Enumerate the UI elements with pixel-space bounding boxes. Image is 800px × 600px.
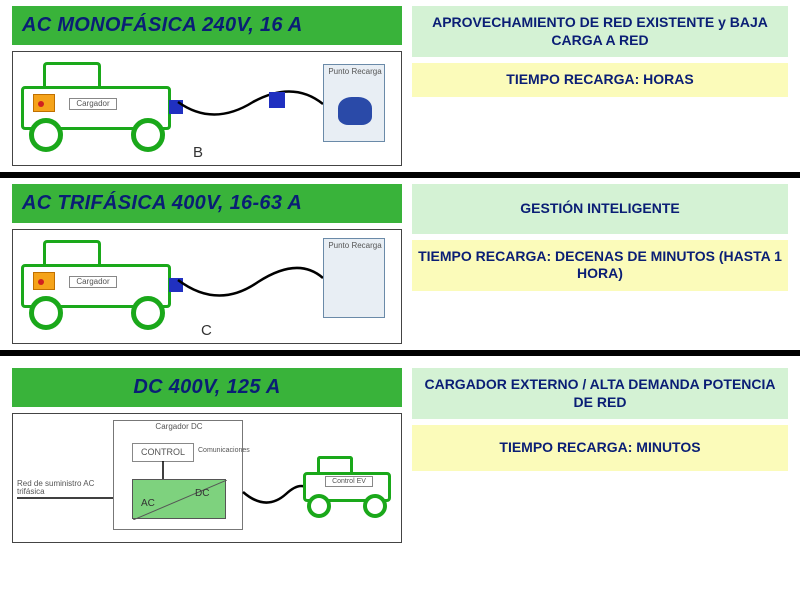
- diagram-letter-1: B: [193, 144, 203, 161]
- control-box: CONTROL: [132, 443, 194, 462]
- section-ac-mono: AC MONOFÁSICA 240V, 16 A Cargador: [0, 0, 800, 166]
- right-col-1: APROVECHAMIENTO DE RED EXISTENTE y BAJA …: [402, 6, 788, 166]
- desc-yellow-1: TIEMPO RECARGA: HORAS: [412, 63, 788, 97]
- dc-label: DC: [195, 488, 209, 499]
- desc-green-3: CARGADOR EXTERNO / ALTA DEMANDA POTENCIA…: [412, 368, 788, 419]
- left-col-1: AC MONOFÁSICA 240V, 16 A Cargador: [12, 6, 402, 166]
- left-col-2: AC TRIFÁSICA 400V, 16-63 A Cargador Punt: [12, 184, 402, 344]
- title-bar-1: AC MONOFÁSICA 240V, 16 A: [12, 6, 402, 45]
- title-bar-3: DC 400V, 125 A: [12, 368, 402, 407]
- cable-icon-2: [173, 260, 333, 320]
- station-2: Punto Recarga: [323, 238, 385, 318]
- charger-label-1: Cargador: [69, 98, 117, 110]
- cable-icon-1: [173, 82, 333, 142]
- title-bar-2: AC TRIFÁSICA 400V, 16-63 A: [12, 184, 402, 223]
- right-col-2: GESTIÓN INTELIGENTE TIEMPO RECARGA: DECE…: [402, 184, 788, 344]
- diagram-1: Cargador Punto Recarga B: [12, 51, 402, 166]
- desc-yellow-3: TIEMPO RECARGA: MINUTOS: [412, 425, 788, 471]
- charger-label-2: Cargador: [69, 276, 117, 288]
- diagram-3: Cargador DC CONTROL Comunicaciones AC DC: [12, 413, 402, 543]
- left-col-3: DC 400V, 125 A Cargador DC CONTROL Comun…: [12, 368, 402, 543]
- section-dc: DC 400V, 125 A Cargador DC CONTROL Comun…: [0, 356, 800, 543]
- station-label-2: Punto Recarga: [328, 242, 382, 250]
- plug-icon: [269, 92, 285, 108]
- diagram-letter-2: C: [201, 322, 212, 339]
- station-1: Punto Recarga: [323, 64, 385, 142]
- desc-green-1: APROVECHAMIENTO DE RED EXISTENTE y BAJA …: [412, 6, 788, 57]
- car-control-label: Control EV: [325, 476, 373, 487]
- comms-label: Comunicaciones: [198, 447, 248, 454]
- cable-icon-3: [241, 480, 311, 520]
- diagram-2: Cargador Punto Recarga C: [12, 229, 402, 344]
- charger-dc-title: Cargador DC: [144, 423, 214, 431]
- desc-yellow-2: TIEMPO RECARGA: DECENAS DE MINUTOS (HAST…: [412, 240, 788, 291]
- station-label-1: Punto Recarga: [328, 68, 382, 76]
- right-col-3: CARGADOR EXTERNO / ALTA DEMANDA POTENCIA…: [402, 368, 788, 543]
- section-ac-tri: AC TRIFÁSICA 400V, 16-63 A Cargador Punt: [0, 178, 800, 344]
- desc-green-2: GESTIÓN INTELIGENTE: [412, 184, 788, 234]
- ac-label: AC: [141, 498, 155, 509]
